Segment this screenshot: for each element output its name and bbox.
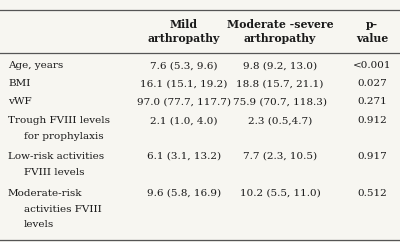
Text: Moderate -severe
arthropathy: Moderate -severe arthropathy [227,19,333,44]
Text: 2.3 (0.5,4.7): 2.3 (0.5,4.7) [248,116,312,125]
Text: Low-risk activities: Low-risk activities [8,152,104,161]
Text: 7.7 (2.3, 10.5): 7.7 (2.3, 10.5) [243,152,317,161]
Text: 7.6 (5.3, 9.6): 7.6 (5.3, 9.6) [150,61,218,70]
Text: 9.6 (5.8, 16.9): 9.6 (5.8, 16.9) [147,189,221,198]
Text: 9.8 (9.2, 13.0): 9.8 (9.2, 13.0) [243,61,317,70]
Text: 18.8 (15.7, 21.1): 18.8 (15.7, 21.1) [236,79,324,88]
Text: FVIII levels: FVIII levels [24,168,84,177]
Text: <0.001: <0.001 [353,61,391,70]
Text: for prophylaxis: for prophylaxis [24,132,104,141]
Text: 97.0 (77.7, 117.7): 97.0 (77.7, 117.7) [137,97,231,106]
Text: 0.912: 0.912 [357,116,387,125]
Text: 6.1 (3.1, 13.2): 6.1 (3.1, 13.2) [147,152,221,161]
Text: 0.271: 0.271 [357,97,387,106]
Text: BMI: BMI [8,79,30,88]
Text: 75.9 (70.7, 118.3): 75.9 (70.7, 118.3) [233,97,327,106]
Text: levels: levels [24,220,54,229]
Text: Moderate-risk: Moderate-risk [8,189,82,198]
Text: 0.027: 0.027 [357,79,387,88]
Text: 10.2 (5.5, 11.0): 10.2 (5.5, 11.0) [240,189,320,198]
Text: activities FVIII: activities FVIII [24,204,102,214]
Text: 0.512: 0.512 [357,189,387,198]
Text: Age, years: Age, years [8,61,63,70]
Text: 16.1 (15.1, 19.2): 16.1 (15.1, 19.2) [140,79,228,88]
Text: Trough FVIII levels: Trough FVIII levels [8,116,110,125]
Text: Mild
arthropathy: Mild arthropathy [148,19,220,44]
Text: p-
value: p- value [356,19,388,44]
Text: 2.1 (1.0, 4.0): 2.1 (1.0, 4.0) [150,116,218,125]
Text: vWF: vWF [8,97,32,106]
Text: 0.917: 0.917 [357,152,387,161]
